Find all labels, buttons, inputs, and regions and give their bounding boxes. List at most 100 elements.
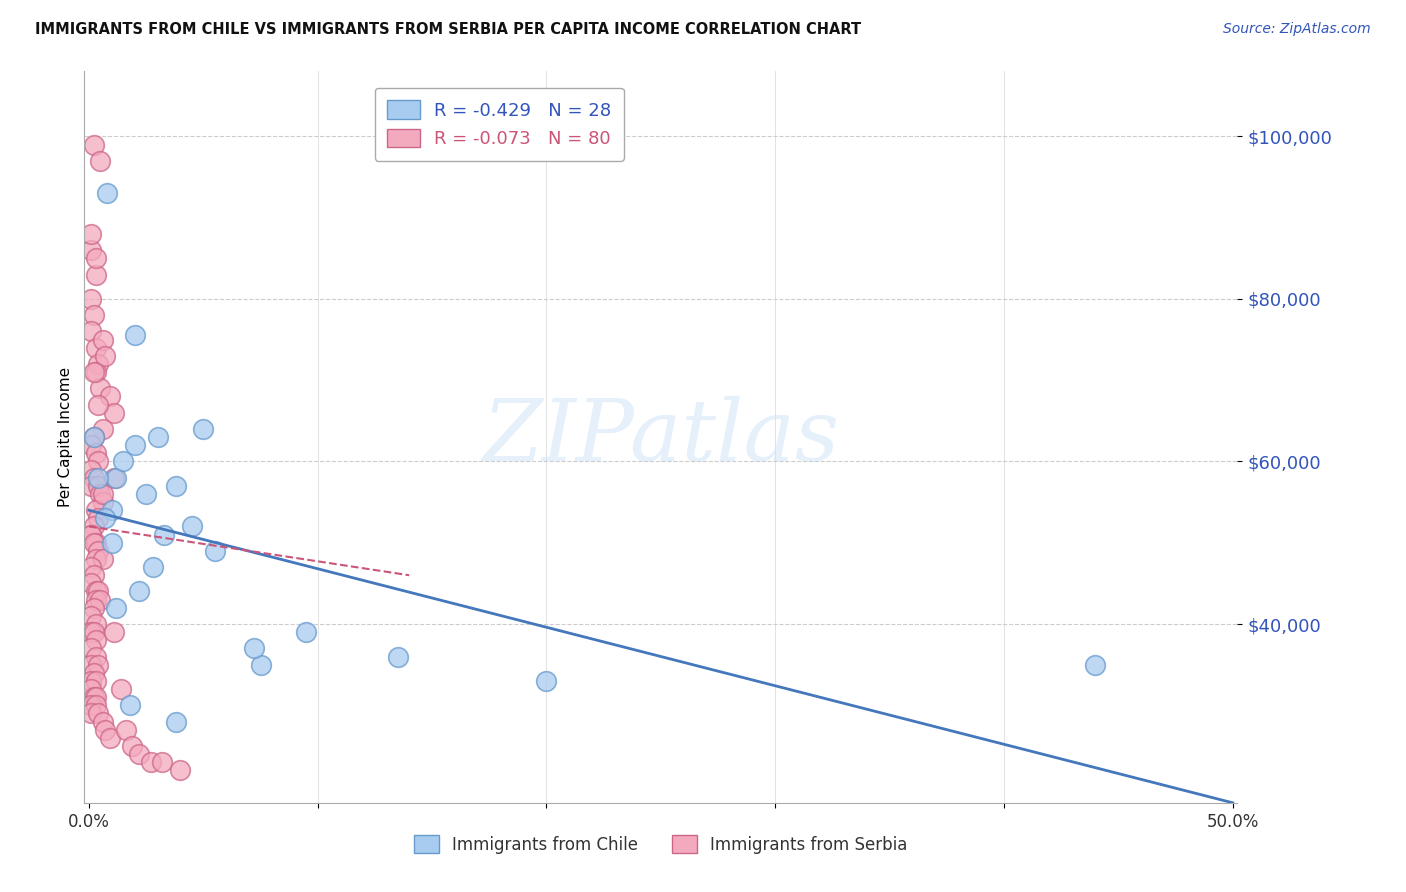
Point	[103, 406, 125, 420]
Point	[128, 747, 150, 761]
Point	[98, 389, 121, 403]
Point	[1084, 657, 1107, 672]
Point	[204, 544, 226, 558]
Point	[120, 698, 142, 713]
Point	[96, 186, 118, 201]
Point	[83, 430, 105, 444]
Point	[89, 381, 111, 395]
Point	[84, 503, 107, 517]
Point	[87, 511, 110, 525]
Point	[249, 657, 271, 672]
Point	[114, 723, 136, 737]
Point	[80, 673, 103, 688]
Point	[83, 568, 105, 582]
Point	[105, 471, 128, 485]
Point	[124, 438, 146, 452]
Point	[84, 633, 107, 648]
Point	[84, 446, 107, 460]
Point	[89, 487, 111, 501]
Point	[101, 503, 124, 517]
Point	[80, 462, 103, 476]
Point	[83, 137, 105, 152]
Point	[80, 527, 103, 541]
Point	[536, 673, 558, 688]
Point	[91, 333, 114, 347]
Point	[91, 495, 114, 509]
Point	[80, 641, 103, 656]
Point	[242, 641, 264, 656]
Point	[94, 511, 117, 525]
Point	[89, 153, 111, 168]
Legend: Immigrants from Chile, Immigrants from Serbia: Immigrants from Chile, Immigrants from S…	[408, 829, 914, 860]
Point	[87, 657, 110, 672]
Point	[165, 479, 187, 493]
Point	[84, 617, 107, 632]
Text: Source: ZipAtlas.com: Source: ZipAtlas.com	[1223, 22, 1371, 37]
Point	[91, 714, 114, 729]
Point	[180, 519, 202, 533]
Point	[84, 698, 107, 713]
Point	[80, 292, 103, 306]
Point	[91, 422, 114, 436]
Point	[83, 665, 105, 680]
Point	[87, 471, 110, 485]
Point	[103, 471, 125, 485]
Point	[87, 479, 110, 493]
Point	[84, 649, 107, 664]
Point	[80, 527, 103, 541]
Y-axis label: Per Capita Income: Per Capita Income	[58, 367, 73, 508]
Point	[80, 681, 103, 696]
Point	[83, 625, 105, 640]
Point	[146, 430, 169, 444]
Point	[84, 341, 107, 355]
Point	[84, 584, 107, 599]
Point	[83, 535, 105, 549]
Point	[80, 576, 103, 591]
Point	[80, 479, 103, 493]
Point	[84, 690, 107, 705]
Point	[80, 608, 103, 623]
Point	[87, 454, 110, 468]
Point	[80, 243, 103, 257]
Point	[128, 584, 150, 599]
Point	[87, 398, 110, 412]
Point	[110, 681, 132, 696]
Point	[83, 471, 105, 485]
Point	[84, 268, 107, 282]
Point	[121, 739, 143, 753]
Point	[169, 764, 191, 778]
Point	[295, 625, 318, 640]
Point	[80, 227, 103, 241]
Point	[83, 308, 105, 322]
Point	[124, 328, 146, 343]
Point	[80, 325, 103, 339]
Point	[139, 755, 162, 769]
Point	[87, 544, 110, 558]
Text: ZIPatlas: ZIPatlas	[482, 396, 839, 478]
Point	[84, 365, 107, 379]
Point	[91, 487, 114, 501]
Point	[87, 584, 110, 599]
Point	[94, 349, 117, 363]
Point	[80, 438, 103, 452]
Point	[91, 552, 114, 566]
Point	[84, 252, 107, 266]
Point	[83, 690, 105, 705]
Point	[80, 698, 103, 713]
Point	[83, 430, 105, 444]
Point	[94, 723, 117, 737]
Point	[193, 422, 215, 436]
Point	[80, 657, 103, 672]
Point	[87, 706, 110, 721]
Point	[105, 600, 128, 615]
Point	[83, 519, 105, 533]
Point	[80, 625, 103, 640]
Point	[83, 600, 105, 615]
Point	[89, 592, 111, 607]
Point	[153, 527, 176, 541]
Point	[84, 592, 107, 607]
Point	[103, 625, 125, 640]
Point	[101, 535, 124, 549]
Point	[165, 714, 187, 729]
Point	[87, 357, 110, 371]
